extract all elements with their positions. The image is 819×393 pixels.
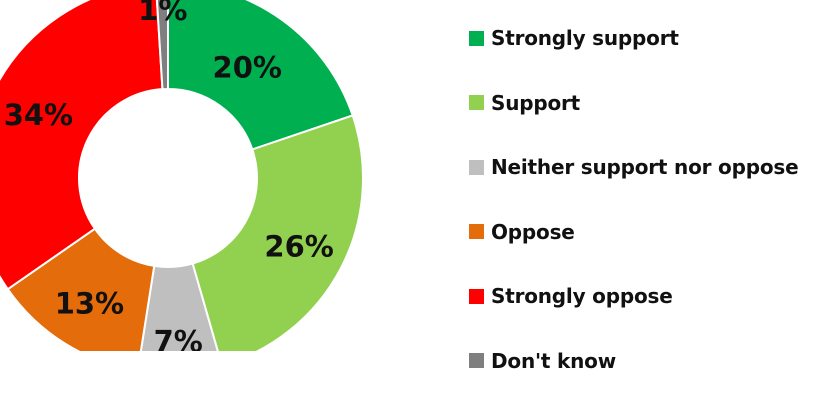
data-label-neither: 7% xyxy=(154,325,203,351)
legend-swatch-support xyxy=(469,95,484,110)
legend-item-support: Support xyxy=(469,71,798,136)
legend-label-support: Support xyxy=(491,91,580,115)
data-label-strongly-oppose: 34% xyxy=(4,98,73,132)
legend-swatch-neither xyxy=(469,160,484,175)
legend-swatch-strongly-oppose xyxy=(469,289,484,304)
data-label-oppose: 13% xyxy=(55,286,124,320)
donut-chart: 20% 26% 7% 13% 34% 1% xyxy=(0,0,470,351)
data-label-support: 26% xyxy=(264,230,333,264)
legend-label-strongly-oppose: Strongly oppose xyxy=(491,284,673,308)
legend-label-neither: Neither support nor oppose xyxy=(491,155,798,179)
legend-swatch-oppose xyxy=(469,224,484,239)
legend-item-strongly-oppose: Strongly oppose xyxy=(469,264,798,329)
legend-label-strongly-support: Strongly support xyxy=(491,26,679,50)
chart-legend: Strongly support Support Neither support… xyxy=(469,6,798,393)
legend-swatch-strongly-support xyxy=(469,31,484,46)
legend-label-dont-know: Don't know xyxy=(491,349,616,373)
data-label-dont-know: 1% xyxy=(138,0,187,27)
data-label-strongly-support: 20% xyxy=(213,50,282,84)
legend-item-dont-know: Don't know xyxy=(469,329,798,393)
legend-item-neither: Neither support nor oppose xyxy=(469,135,798,200)
legend-item-oppose: Oppose xyxy=(469,200,798,265)
legend-swatch-dont-know xyxy=(469,353,484,368)
legend-item-strongly-support: Strongly support xyxy=(469,6,798,71)
legend-label-oppose: Oppose xyxy=(491,220,575,244)
